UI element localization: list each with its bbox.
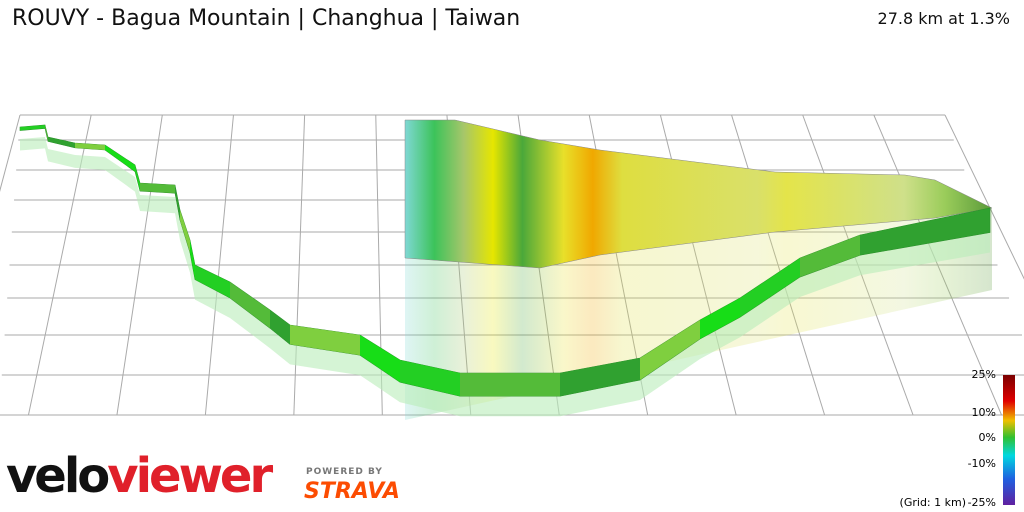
route-segment (20, 125, 45, 131)
stats: 27.8 km at 1.3% (877, 9, 1010, 28)
grid-line (944, 114, 1024, 280)
grid-line (0, 114, 21, 192)
route-segment (175, 185, 180, 221)
legend-label: 10% (971, 406, 996, 419)
route-segment (400, 360, 460, 397)
route-segment (190, 240, 195, 280)
route-segment (800, 235, 860, 278)
route-segment (360, 335, 400, 383)
route (19, 124, 991, 417)
grid-note: (Grid: 1 km) (899, 496, 966, 509)
logo-part: viewer (107, 448, 273, 504)
route-segment (700, 298, 740, 339)
legend-label: -25% (967, 496, 996, 509)
route-segment (560, 358, 640, 397)
gradient-scale (1003, 375, 1015, 505)
route-segment (270, 310, 290, 345)
legend-label: 25% (971, 368, 996, 381)
plateau-segment (404, 119, 993, 269)
route-segment (740, 258, 800, 318)
logo: veloviewer (6, 448, 273, 504)
legend-label: 0% (978, 431, 996, 444)
route-segment (230, 282, 270, 329)
route-segment (180, 210, 190, 253)
route-segment (860, 208, 990, 256)
grid-line (116, 114, 163, 416)
route-segment (140, 183, 175, 194)
route-segment (640, 320, 700, 381)
route-segment (45, 125, 48, 142)
route-segment (105, 145, 135, 172)
legend-label: -10% (967, 457, 996, 470)
route-segment (48, 137, 75, 148)
powered-by: POWERED BY (306, 467, 383, 477)
route-segment (135, 165, 140, 192)
route-segment (290, 325, 360, 356)
grid-line (204, 114, 234, 416)
route-segment (195, 265, 230, 298)
title: ROUVY - Bagua Mountain | Changhua | Taiw… (12, 6, 521, 31)
route-segment (75, 143, 105, 150)
logo-part: velo (6, 448, 110, 504)
route-segment (460, 373, 560, 397)
strava-logo: STRAVA (304, 479, 400, 504)
